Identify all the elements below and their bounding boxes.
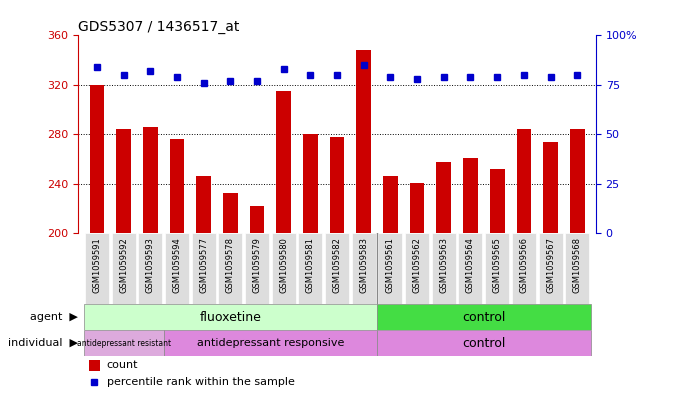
Text: GSM1059567: GSM1059567 [546,237,555,293]
Bar [165,233,189,304]
Text: individual  ▶: individual ▶ [8,338,78,348]
Bar [458,233,483,304]
Text: GSM1059577: GSM1059577 [200,237,208,293]
Text: control: control [462,336,505,350]
Bar [485,233,509,304]
Bar [219,233,242,304]
Bar [196,176,211,233]
Bar [410,183,424,233]
Bar [463,158,478,233]
Text: GSM1059561: GSM1059561 [386,237,395,293]
Bar [272,233,296,304]
Text: GSM1059565: GSM1059565 [492,237,502,293]
Bar [490,169,505,233]
Bar [379,233,402,304]
Bar [276,91,291,233]
Text: GSM1059591: GSM1059591 [93,237,101,293]
Bar [325,233,349,304]
Text: GSM1059581: GSM1059581 [306,237,315,293]
Bar [298,233,322,304]
Bar [405,233,429,304]
Text: GSM1059583: GSM1059583 [360,237,368,293]
Text: GSM1059579: GSM1059579 [253,237,262,293]
Bar [512,233,536,304]
Text: GSM1059566: GSM1059566 [520,237,528,293]
Bar [170,140,185,233]
Text: GSM1059592: GSM1059592 [119,237,128,293]
Bar [377,304,590,330]
Bar [116,129,131,233]
Bar [570,129,584,233]
Bar [303,134,318,233]
Text: GSM1059582: GSM1059582 [332,237,342,293]
Bar [543,142,558,233]
Text: GSM1059562: GSM1059562 [413,237,422,293]
Text: GSM1059568: GSM1059568 [573,237,582,293]
Text: antidepressant resistant: antidepressant resistant [76,339,171,347]
Bar [223,193,238,233]
Text: GDS5307 / 1436517_at: GDS5307 / 1436517_at [78,20,240,34]
Bar [112,233,136,304]
Text: GSM1059593: GSM1059593 [146,237,155,293]
Bar [138,233,162,304]
Bar [84,330,163,356]
Bar [565,233,589,304]
Text: fluoxetine: fluoxetine [200,310,262,324]
Text: percentile rank within the sample: percentile rank within the sample [107,377,295,387]
Bar [383,176,398,233]
Text: GSM1059580: GSM1059580 [279,237,288,293]
Bar [516,129,531,233]
Text: GSM1059578: GSM1059578 [226,237,235,293]
Bar [250,206,264,233]
Text: control: control [462,310,505,324]
Bar [245,233,269,304]
Bar [191,233,216,304]
Bar [377,330,590,356]
Bar [437,162,451,233]
Text: GSM1059564: GSM1059564 [466,237,475,293]
Bar [330,137,345,233]
Text: antidepressant responsive: antidepressant responsive [197,338,344,348]
Text: count: count [107,360,138,370]
Bar [432,233,456,304]
Text: agent  ▶: agent ▶ [31,312,78,322]
Bar [89,360,100,371]
Bar [163,330,377,356]
Text: GSM1059563: GSM1059563 [439,237,448,293]
Bar [352,233,376,304]
Bar [85,233,109,304]
Bar [356,50,371,233]
Bar [539,233,563,304]
Bar [84,304,377,330]
Text: GSM1059594: GSM1059594 [172,237,182,293]
Bar [90,85,104,233]
Bar [143,127,158,233]
